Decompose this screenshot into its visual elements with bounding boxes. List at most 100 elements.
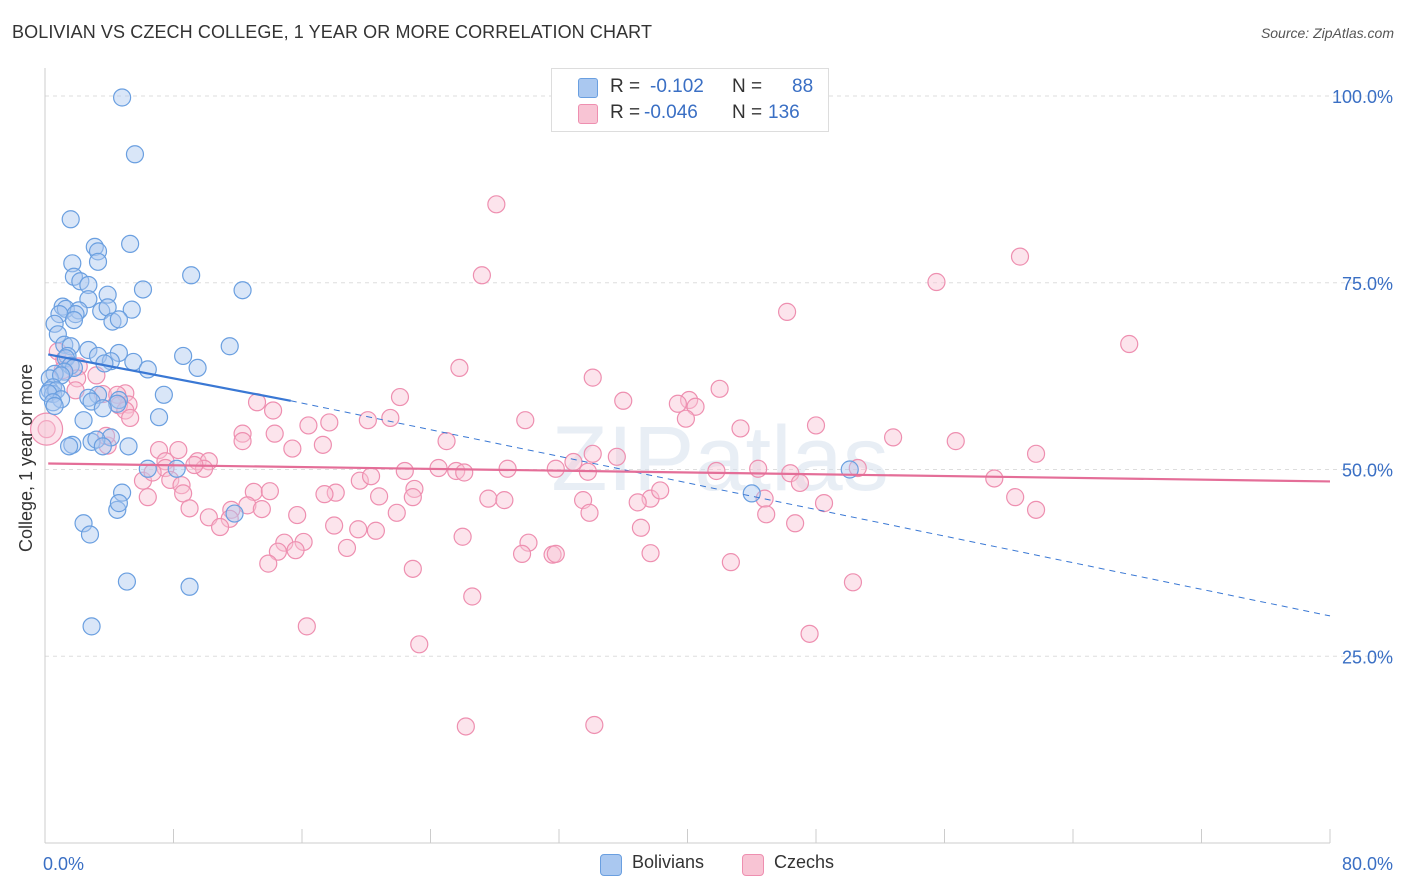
czechs-point: [676, 409, 695, 428]
czechs-point: [403, 488, 422, 507]
bolivians-point: [59, 437, 79, 456]
bolivians-point: [45, 314, 64, 333]
czechs-point: [680, 390, 699, 410]
czechs-point: [233, 424, 252, 443]
bolivians-point: [48, 325, 67, 344]
bolivians-point: [61, 337, 80, 356]
bolivians-point: [233, 281, 252, 300]
bolivians-point: [87, 430, 106, 449]
czechs-point: [268, 542, 288, 561]
czechs-point: [546, 544, 565, 564]
czechs-point: [315, 485, 334, 504]
czechs-point: [283, 439, 302, 458]
czechs-point: [546, 459, 565, 478]
bolivians-swatch: [578, 78, 598, 98]
bolivians-point: [138, 459, 157, 478]
czechs-point: [299, 416, 318, 435]
series-bolivians: [39, 88, 859, 636]
bolivians-point: [180, 577, 199, 596]
czechs-point: [349, 520, 368, 539]
bolivians-point: [109, 494, 128, 513]
czechs-point: [395, 461, 414, 481]
bolivians-point: [225, 504, 244, 523]
bolivians-point: [79, 275, 98, 295]
watermark: ZIPatlas: [551, 408, 888, 510]
czechs-point: [37, 420, 56, 439]
czechs-point: [149, 440, 169, 460]
czechs-point: [651, 481, 670, 500]
y-tick-labels: 25.0% 50.0% 75.0% 100.0%: [1332, 87, 1393, 667]
x-tick-label-max: 80.0%: [1342, 854, 1393, 874]
gridlines: [45, 95, 1392, 657]
czechs-point: [757, 505, 776, 524]
r-label: R =: [610, 76, 641, 97]
bolivians-point: [79, 340, 98, 360]
n-label: N =: [732, 76, 763, 97]
czechs-point: [786, 514, 805, 533]
bolivians-point: [98, 285, 117, 304]
czechs-point: [580, 503, 599, 522]
r-label: R =: [610, 102, 641, 123]
czechs-point: [641, 544, 660, 563]
bolivians-point: [88, 242, 108, 261]
bolivians-point: [64, 311, 84, 330]
czechs-point: [194, 459, 214, 478]
czechs-point: [731, 419, 750, 438]
bolivians-point: [112, 483, 132, 502]
bolivians-point: [174, 346, 193, 366]
czechs-point: [790, 473, 810, 493]
czechs-point: [286, 541, 305, 560]
czechs-point: [472, 266, 491, 285]
czechs-point: [252, 499, 271, 519]
czechs-point: [337, 538, 357, 558]
czechs-point: [288, 505, 307, 525]
czechs-point: [437, 432, 456, 451]
bolivians-point: [74, 514, 93, 533]
czechs-point: [1120, 334, 1139, 354]
czechs-point: [631, 518, 651, 537]
bolivians-point: [66, 305, 85, 324]
czechs-point: [358, 411, 377, 430]
czechs-point: [614, 391, 633, 410]
bolivians-legend-label: Bolivians: [632, 852, 705, 872]
czechs-point: [564, 452, 583, 472]
bolivians-point: [167, 459, 186, 478]
bolivians-point: [188, 358, 207, 378]
czechs-point: [210, 517, 230, 537]
chart-title: BOLIVIAN VS CZECH COLLEGE, 1 YEAR OR MOR…: [12, 22, 653, 42]
czechs-point: [487, 195, 506, 214]
czechs-point: [479, 489, 498, 508]
czechs-point: [456, 717, 475, 736]
bolivians-point: [61, 210, 80, 229]
bolivians-point: [98, 298, 117, 317]
czechs-point: [138, 488, 157, 507]
y-tick-label: 75.0%: [1342, 274, 1393, 294]
czechs-point: [749, 459, 768, 478]
czechs-point: [387, 503, 406, 522]
czechs-legend-label: Czechs: [774, 852, 835, 872]
czechs-point: [814, 494, 834, 513]
bolivians-point: [121, 234, 140, 254]
czechs-point: [455, 463, 474, 482]
czechs-point: [169, 440, 188, 460]
czechs-point: [265, 424, 284, 443]
bolivians-point: [82, 617, 101, 636]
czechs-point: [381, 408, 400, 428]
bolivians-point: [112, 88, 132, 107]
czechs-swatch: [578, 104, 598, 124]
source-label: Source: ZipAtlas.com: [1260, 25, 1394, 41]
bolivians-point: [742, 484, 761, 503]
czechs-point: [259, 554, 278, 573]
x-tick-labels: 0.0% 80.0%: [43, 854, 1393, 874]
y-tick-label: 25.0%: [1342, 647, 1393, 667]
czechs-point: [628, 493, 647, 512]
czechs-point: [370, 487, 389, 506]
n-value: 88: [792, 76, 814, 97]
bolivians-point: [63, 254, 82, 273]
n-value: 136: [768, 102, 800, 123]
bolivians-trendline: [48, 353, 291, 402]
bolivians-point: [182, 266, 201, 285]
y-axis-label: College, 1 year or more: [16, 364, 36, 552]
czechs-point: [800, 624, 819, 643]
czechs-point: [361, 467, 381, 486]
